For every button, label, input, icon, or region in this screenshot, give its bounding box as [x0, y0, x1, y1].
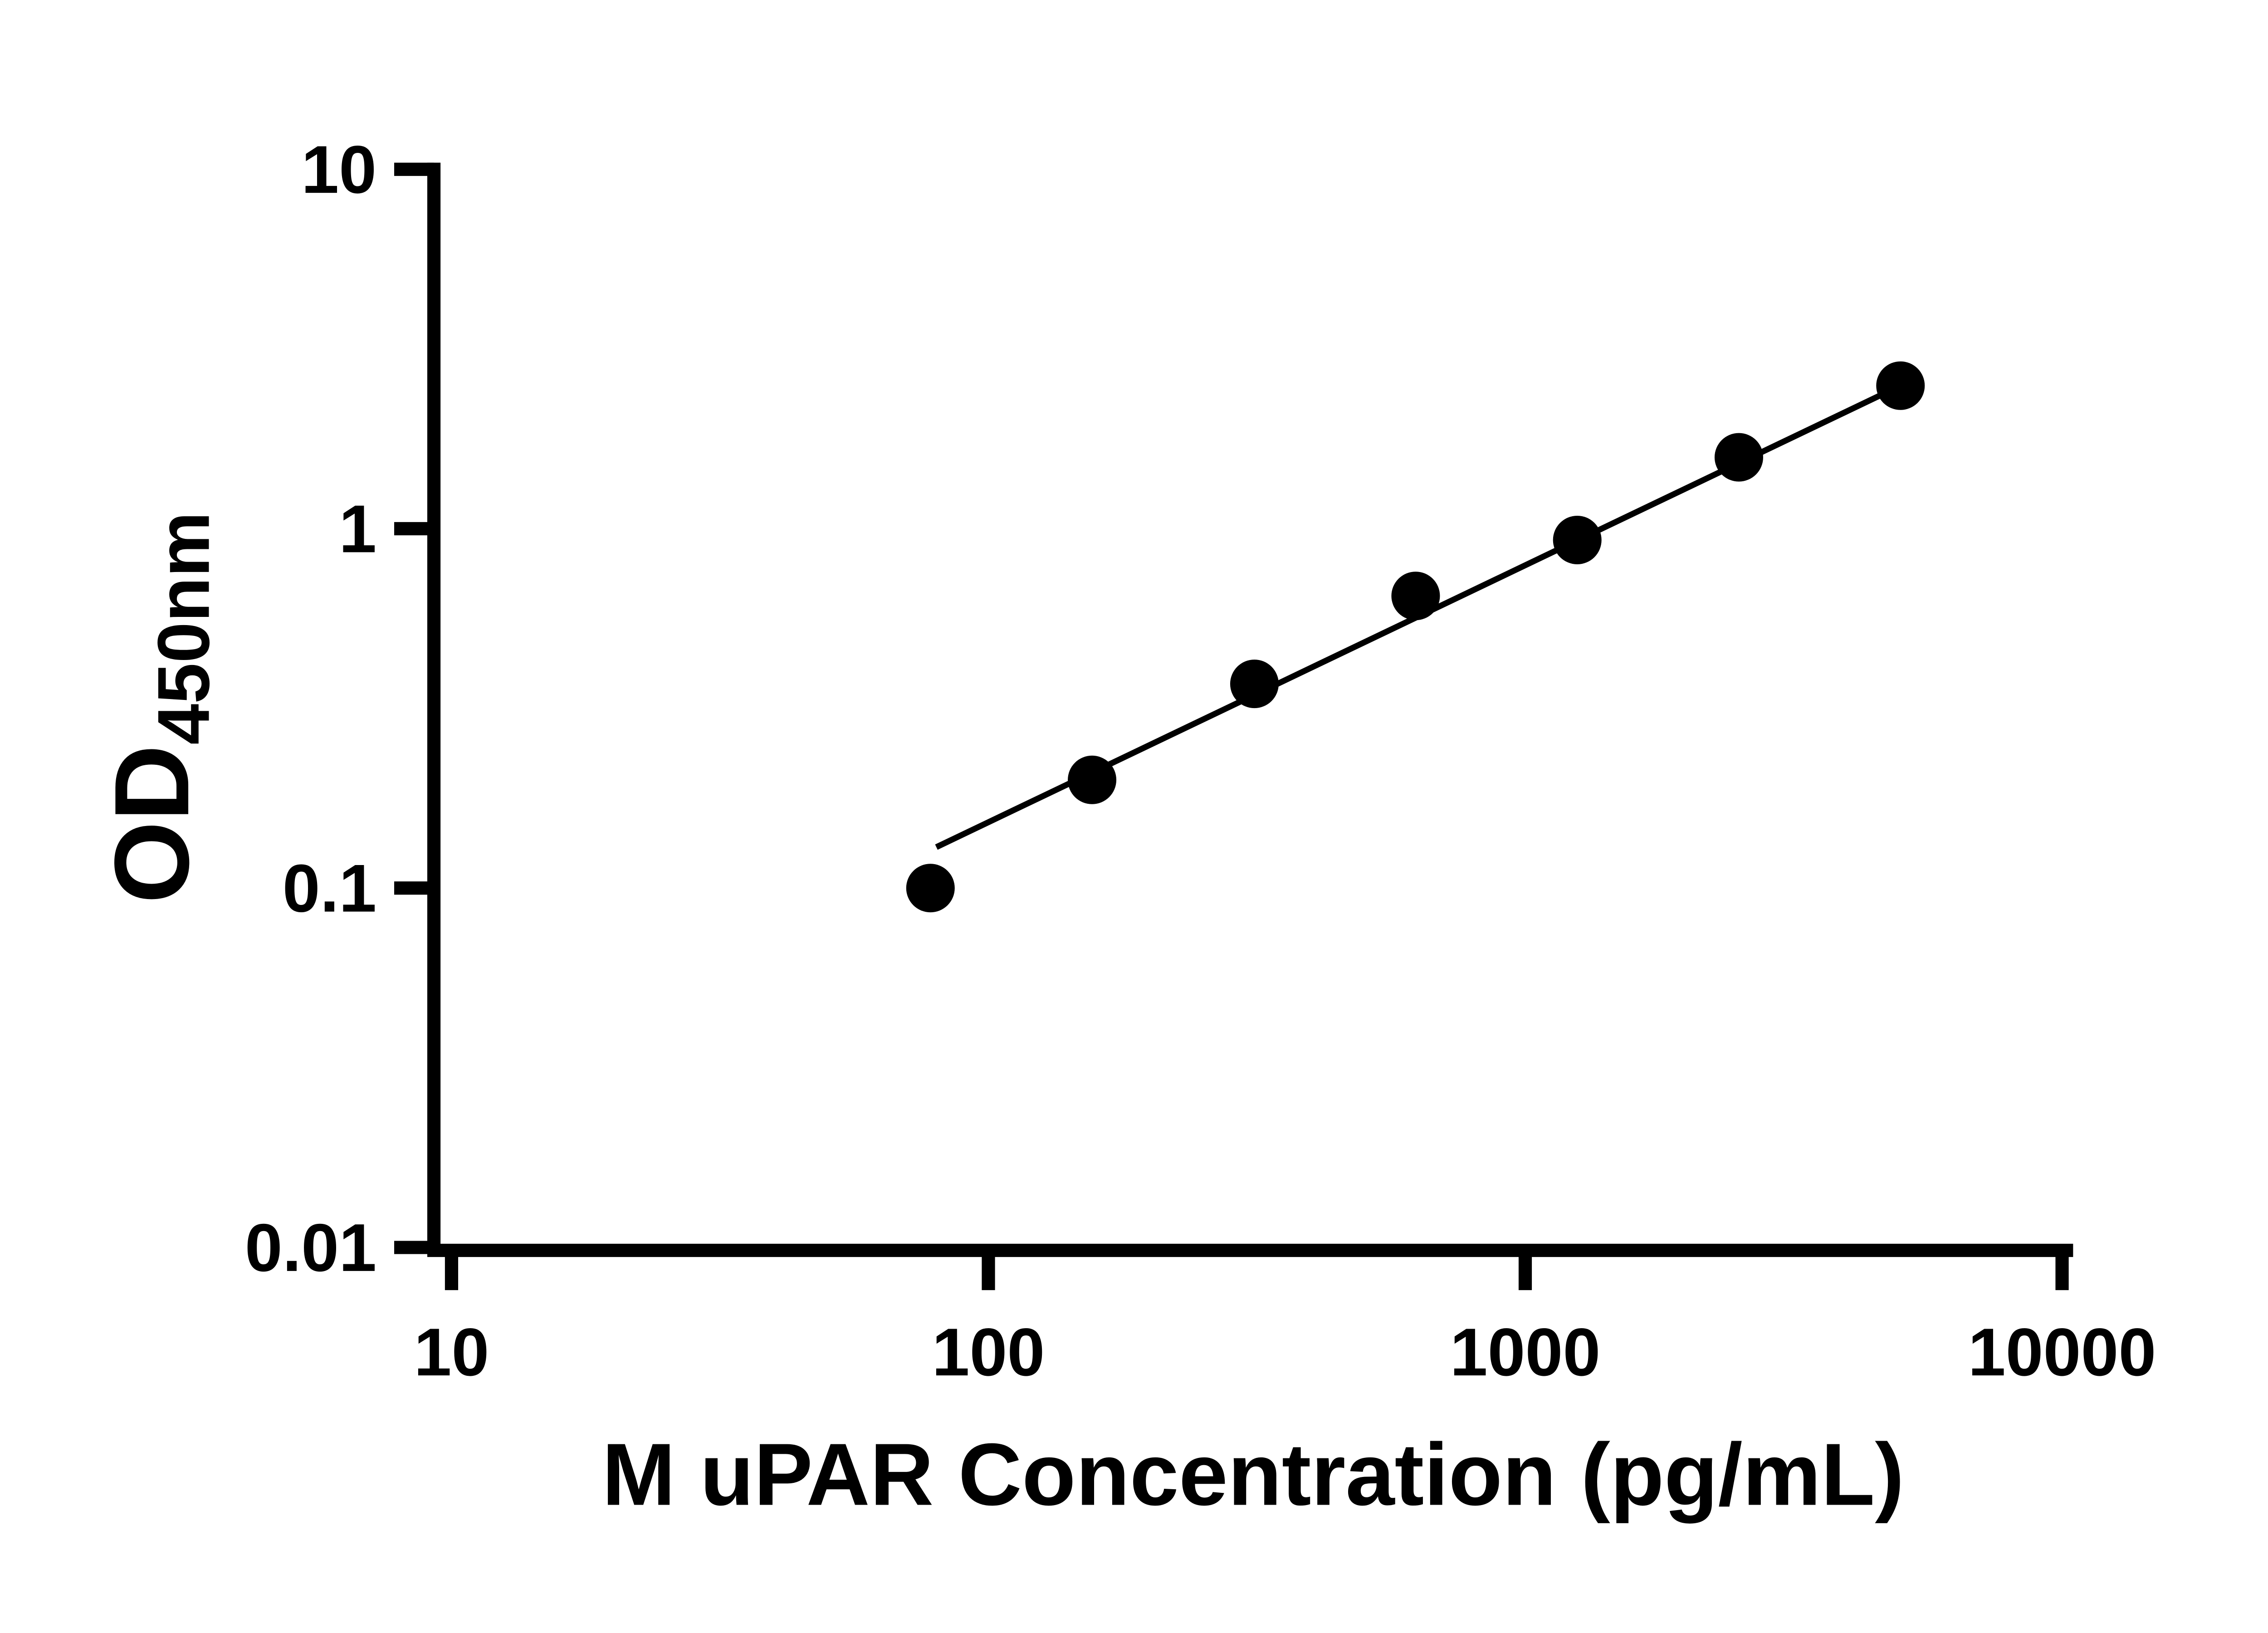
x-tick-label: 1000 — [1450, 1314, 1601, 1390]
standard-curve-figure: 0.01 0.1 1 10 10 100 1000 10000 M uPAR Concentr… — [0, 22, 2268, 1611]
y-tick-label: 10 — [301, 132, 376, 207]
x-tick-label: 100 — [932, 1314, 1045, 1390]
data-point — [906, 864, 955, 913]
data-layer — [906, 361, 1925, 913]
data-point — [1553, 516, 1602, 565]
y-axis-title-main: OD — [93, 745, 211, 904]
x-tick-label: 10000 — [1968, 1314, 2156, 1390]
data-point — [1876, 361, 1925, 410]
data-point — [1714, 433, 1763, 482]
y-axis-title-subscript: 450nm — [142, 512, 225, 745]
y-axis-title: OD450nm — [93, 512, 225, 904]
y-tick-label: 1 — [339, 491, 376, 567]
axis-line — [427, 162, 2073, 1257]
data-point — [1230, 660, 1279, 709]
data-point — [1068, 755, 1117, 804]
standard-curve-chart: 0.01 0.1 1 10 10 100 1000 10000 M uPAR Concentr… — [0, 22, 2268, 1611]
x-axis-title: M uPAR Concentration (pg/mL) — [602, 1426, 1904, 1524]
y-tick-label: 0.1 — [283, 851, 376, 926]
axes-layer: 0.01 0.1 1 10 10 100 1000 10000 — [245, 132, 2156, 1390]
x-tick-label: 10 — [414, 1314, 489, 1390]
data-point — [1391, 572, 1440, 621]
y-tick-label: 0.01 — [245, 1210, 376, 1286]
